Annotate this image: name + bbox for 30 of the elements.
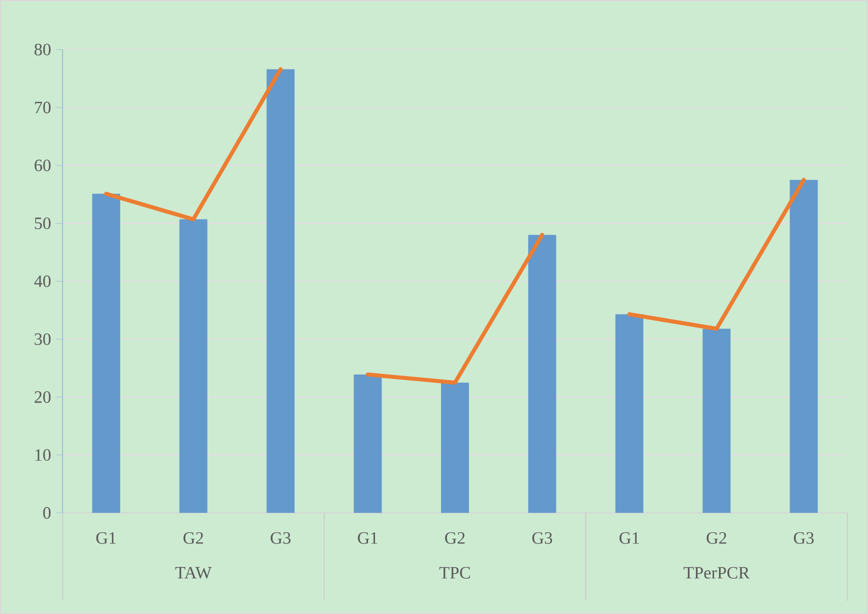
- bar: [615, 314, 644, 513]
- bar: [92, 194, 120, 513]
- y-tick-label: 70: [35, 101, 51, 114]
- text: TPC: [439, 566, 470, 578]
- x-tick-label: G3: [532, 532, 552, 544]
- x-tick-label: G1: [96, 532, 116, 544]
- x-tick-label: G3: [794, 532, 814, 544]
- y-tick-label: 80: [34, 44, 51, 56]
- text: TPerPCR: [684, 566, 750, 578]
- x-tick-label: G3: [270, 532, 290, 544]
- x-tick-label: G2: [706, 532, 726, 544]
- x-tick-label: G1: [620, 532, 639, 544]
- bar: [354, 374, 382, 513]
- bar: [702, 328, 731, 513]
- y-tick-label: 20: [34, 391, 51, 403]
- x-tick-label: G1: [358, 532, 378, 544]
- bar: [179, 219, 208, 513]
- y-tick-label: 60: [34, 159, 51, 172]
- bar: [440, 382, 469, 513]
- bar: [528, 234, 556, 513]
- y-tick-label: 10: [35, 448, 51, 461]
- bar: [790, 180, 818, 513]
- bar: [266, 69, 295, 513]
- x-tick-label: G2: [445, 532, 465, 544]
- y-tick-label: 50: [34, 217, 51, 229]
- text: TAW: [175, 566, 212, 578]
- x-tick-label: G2: [184, 532, 203, 544]
- y-tick-label: 30: [34, 333, 51, 345]
- y-tick-label: 40: [34, 275, 51, 287]
- y-tick-label: 0: [43, 506, 51, 519]
